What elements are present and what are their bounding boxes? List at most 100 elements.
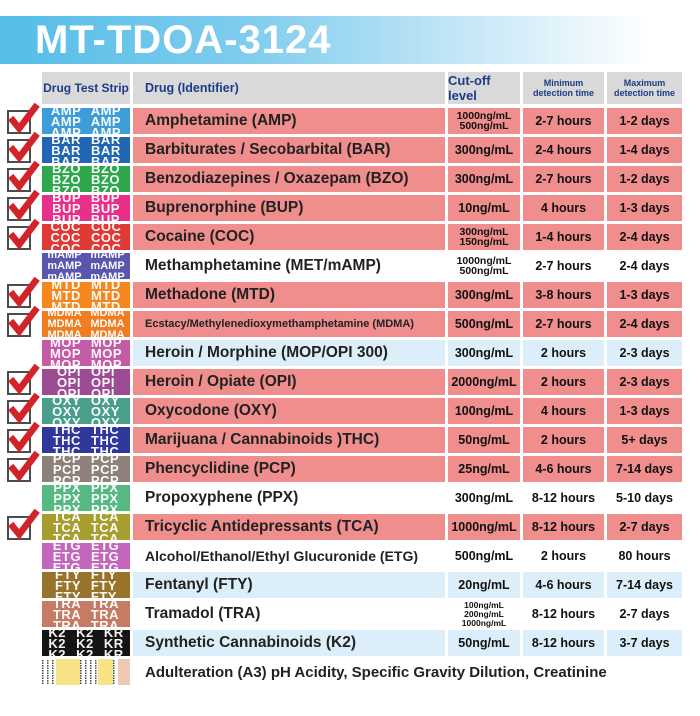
strip-code-line: TCA TCA	[52, 514, 120, 524]
strip-code-line: ETG ETG	[52, 548, 120, 564]
header-max-detection: Maximum detection time	[607, 72, 682, 104]
strip-code-line: BZO BZO	[52, 171, 120, 187]
strip-code-line: K2 K2 KR	[48, 635, 124, 651]
max-detection-time: 1-2 days	[607, 166, 682, 192]
panel-spec-sheet: MT-TDOA-3124 Drug Test Strip Drug (Ident…	[0, 16, 700, 716]
strip-code-line: MOP MOP	[49, 356, 123, 367]
strip-cell: BAR BAR BAR BAR BAR BAR	[42, 137, 130, 163]
strip-code-line: AMP AMP	[50, 108, 122, 118]
cutoff-level: 300ng/mL	[448, 282, 520, 308]
checkbox[interactable]	[7, 421, 40, 453]
checkmark-icon	[8, 102, 40, 134]
cutoff-level: 20ng/mL	[448, 572, 520, 598]
checkbox[interactable]	[7, 363, 40, 395]
header-cutoff-level: Cut-off level	[448, 72, 520, 104]
checkbox[interactable]	[7, 508, 40, 540]
checkbox[interactable]	[7, 450, 40, 482]
checkbox-cell	[0, 276, 42, 308]
test-strip: ETG ETG ETG ETG ETG ETG	[42, 543, 130, 569]
strip-code-line: OXY OXY	[52, 398, 120, 408]
cutoff-level: 100ng/mL 200ng/mL 1000ng/mL	[448, 600, 520, 627]
drug-name: Methadone (MTD)	[133, 282, 445, 308]
min-detection-time: 8-12 hours	[523, 514, 604, 540]
test-strip: THC THC THC THC THC THC	[42, 427, 130, 453]
checkbox[interactable]	[7, 305, 40, 337]
strip-code-line: BZO BZO	[52, 182, 120, 193]
a3-yellow-band	[56, 659, 80, 685]
table-row-amp: AMP AMP AMP AMP AMP AMP Amphetamine (AMP…	[0, 102, 700, 134]
checkmark-icon	[8, 189, 40, 221]
strip-code-line: PCP PCP	[52, 461, 120, 477]
max-detection-time: 7-14 days	[607, 572, 682, 598]
test-strip: OXY OXY OXY OXY OXY OXY	[42, 398, 130, 424]
drug-name: Oxycodone (OXY)	[133, 398, 445, 424]
checkbox[interactable]	[7, 160, 40, 192]
checkmark-icon	[8, 450, 40, 482]
drug-name: Marijuana / Cannabinoids )THC)	[133, 427, 445, 453]
checkbox[interactable]	[7, 189, 40, 221]
cutoff-level: 1000ng/mL 500ng/mL	[448, 253, 520, 279]
strip-code-line: TRA TRA	[52, 601, 120, 611]
table-row-adulteration: Adulteration (A3) pH Acidity, Specific G…	[0, 659, 700, 685]
drug-name: Heroin / Morphine (MOP/OPI 300)	[133, 340, 445, 366]
a3-pink-band	[118, 659, 130, 685]
table-row-bup: BUP BUP BUP BUP BUP BUP Buprenorphine (B…	[0, 189, 700, 222]
min-detection-time: 8-12 hours	[523, 485, 604, 511]
min-detection-time: 2-7 hours	[523, 253, 604, 279]
table-row-bzo: BZO BZO BZO BZO BZO BZO Benzodiazepines …	[0, 160, 700, 192]
drug-name: Phencyclidine (PCP)	[133, 456, 445, 482]
table-row-thc: THC THC THC THC THC THC Marijuana / Cann…	[0, 421, 700, 453]
strip-code-line: MTD MTD	[51, 298, 121, 309]
drug-name: Ecstacy/Methylenedioxymethamphetamine (M…	[133, 311, 445, 337]
strip-code-line: mAMP mAMP	[47, 270, 125, 279]
max-detection-time: 1-4 days	[607, 137, 682, 163]
strip-code-line: K2 K2 KR	[48, 630, 124, 640]
min-detection-time: 2 hours	[523, 369, 604, 395]
strip-code-line: PCP PCP	[52, 472, 120, 483]
title-band: MT-TDOA-3124	[0, 16, 700, 64]
checkbox-cell	[0, 421, 42, 453]
cutoff-level: 100ng/mL	[448, 398, 520, 424]
strip-code-line: THC THC	[52, 443, 120, 454]
min-detection-time: 1-4 hours	[523, 224, 604, 250]
cutoff-level: 1000ng/mL 500ng/mL	[448, 108, 520, 134]
table-row-ppx: PPX PPX PPX PPX PPX PPX Propoxyphene (PP…	[0, 485, 700, 511]
strip-cell: MTD MTD MTD MTD MTD MTD	[42, 282, 130, 308]
strip-cell: BZO BZO BZO BZO BZO BZO	[42, 166, 130, 192]
a3-reagent-band	[80, 659, 98, 685]
strip-cell: TCA TCA TCA TCA TCA TCA	[42, 514, 130, 540]
checkbox[interactable]	[7, 131, 40, 163]
strip-code-line: FTY FTY	[55, 577, 117, 593]
cutoff-level: 300ng/mL 150ng/mL	[448, 224, 520, 250]
strip-code-line: BUP BUP	[52, 211, 120, 222]
checkmark-icon	[8, 392, 40, 424]
drug-name: Alcohol/Ethanol/Ethyl Glucuronide (ETG)	[133, 543, 445, 569]
strip-code-line: BAR BAR	[51, 137, 121, 147]
checkbox[interactable]	[7, 102, 40, 134]
checkbox[interactable]	[7, 218, 40, 250]
strip-code-line: BAR BAR	[51, 142, 121, 158]
checkbox-cell	[0, 160, 42, 192]
drug-name: Benzodiazepines / Oxazepam (BZO)	[133, 166, 445, 192]
cutoff-level: 500ng/mL	[448, 543, 520, 569]
header-drug-identifier: Drug (Identifier)	[133, 72, 445, 104]
max-detection-time: 2-4 days	[607, 224, 682, 250]
checkbox-cell	[0, 630, 42, 656]
checkbox[interactable]	[7, 392, 40, 424]
checkbox-cell	[0, 218, 42, 250]
strip-code-line: FTY FTY	[55, 588, 117, 599]
checkbox-cell	[0, 543, 42, 569]
drug-name: Amphetamine (AMP)	[133, 108, 445, 134]
product-title: MT-TDOA-3124	[35, 18, 332, 62]
table-row-k2: K2 K2 KR K2 K2 KR K2 K2 KR Synthetic Can…	[0, 630, 700, 656]
a3-reagent-band	[113, 659, 118, 685]
checkbox[interactable]	[7, 276, 40, 308]
strip-code-line: MDMA MDMA	[47, 328, 125, 337]
max-detection-time: 3-7 days	[607, 630, 682, 656]
strip-code-line: ETG ETG	[52, 543, 120, 553]
cutoff-level: 50ng/mL	[448, 630, 520, 656]
checkmark-icon	[8, 160, 40, 192]
strip-cell: COC COC COC COC COC COC	[42, 224, 130, 250]
strip-code-line: OPI OPI	[57, 385, 115, 396]
test-strip: OPI OPI OPI OPI OPI OPI	[42, 369, 130, 395]
